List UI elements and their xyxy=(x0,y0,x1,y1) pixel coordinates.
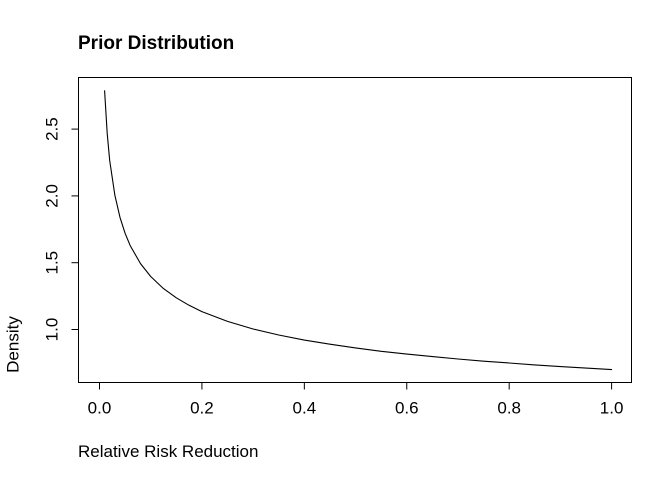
plot-title: Prior Distribution xyxy=(78,33,235,54)
x-tick-label: 0.0 xyxy=(88,399,112,418)
x-tick-label: 0.8 xyxy=(497,399,521,418)
y-tick-label: 1.0 xyxy=(43,318,62,342)
plot-box xyxy=(78,77,632,383)
x-tick-label: 1.0 xyxy=(600,399,624,418)
y-tick-label: 1.5 xyxy=(43,251,62,275)
y-tick-label: 2.0 xyxy=(43,184,62,208)
x-tick-label: 0.2 xyxy=(190,399,214,418)
x-tick-label: 0.4 xyxy=(293,399,317,418)
density-curve xyxy=(104,90,613,371)
x-tick-label: 0.6 xyxy=(395,399,419,418)
y-tick-label: 2.5 xyxy=(43,117,62,141)
y-axis-label: Density xyxy=(3,316,23,373)
x-axis-label: Relative Risk Reduction xyxy=(78,442,259,461)
